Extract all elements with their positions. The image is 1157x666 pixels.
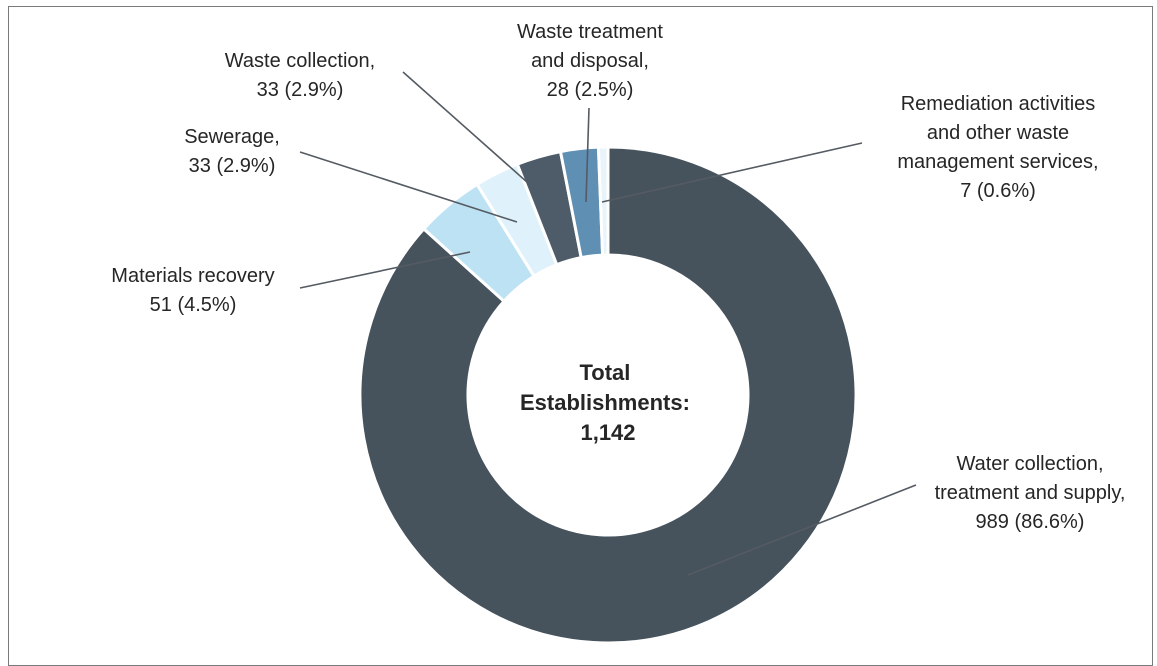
slice-label-5-line-1: and other waste xyxy=(927,122,1069,144)
slice-label-5-line-3: 7 (0.6%) xyxy=(960,180,1036,202)
leader-line-3 xyxy=(402,71,529,184)
slice-label-1-line-0: Materials recovery xyxy=(111,265,274,287)
slice-label-0-line-0: Water collection, xyxy=(956,453,1103,475)
slice-label-5-line-2: management services, xyxy=(897,151,1098,173)
center-line-1: Total xyxy=(579,360,630,385)
slice-label-2-line-1: 33 (2.9%) xyxy=(189,155,276,177)
leader-line-0 xyxy=(687,484,917,576)
slice-label-2-line-0: Sewerage, xyxy=(184,126,280,148)
leader-line-5 xyxy=(601,142,863,203)
slice-label-5: Remediation activities and other waste man… xyxy=(897,93,1098,202)
slice-label-1-line-1: 51 (4.5%) xyxy=(150,294,237,316)
slice-label-2: Sewerage, 33 (2.9%) xyxy=(184,126,280,177)
slice-labels-group: Water collection, treatment and supply, 98… xyxy=(111,21,1125,533)
donut-slice-0 xyxy=(358,145,858,645)
slice-label-4-line-0: Waste treatment xyxy=(517,21,663,43)
leader-line-1 xyxy=(299,251,471,289)
center-line-2: Establishments: xyxy=(520,390,690,415)
center-text: Total Establishments: 1,142 xyxy=(520,360,696,445)
slice-label-4-line-2: 28 (2.5%) xyxy=(547,79,634,101)
slice-label-4-line-1: and disposal, xyxy=(531,50,649,72)
slice-label-3-line-0: Waste collection, xyxy=(225,50,375,72)
slice-label-0: Water collection, treatment and supply, 98… xyxy=(935,453,1126,533)
slices-group xyxy=(358,145,858,645)
slice-label-0-line-1: treatment and supply, xyxy=(935,482,1126,504)
slice-label-0-line-2: 989 (86.6%) xyxy=(976,511,1085,533)
slice-label-1: Materials recovery 51 (4.5%) xyxy=(111,265,274,316)
slice-label-5-line-0: Remediation activities xyxy=(901,93,1096,115)
slice-label-3-line-1: 33 (2.9%) xyxy=(257,79,344,101)
leader-lines-group xyxy=(299,71,917,576)
leader-line-2 xyxy=(299,151,518,223)
leader-line-4 xyxy=(585,107,590,203)
slice-label-4: Waste treatment and disposal, 28 (2.5%) xyxy=(517,21,663,101)
center-line-3: 1,142 xyxy=(580,420,635,445)
slice-label-3: Waste collection, 33 (2.9%) xyxy=(225,50,375,101)
